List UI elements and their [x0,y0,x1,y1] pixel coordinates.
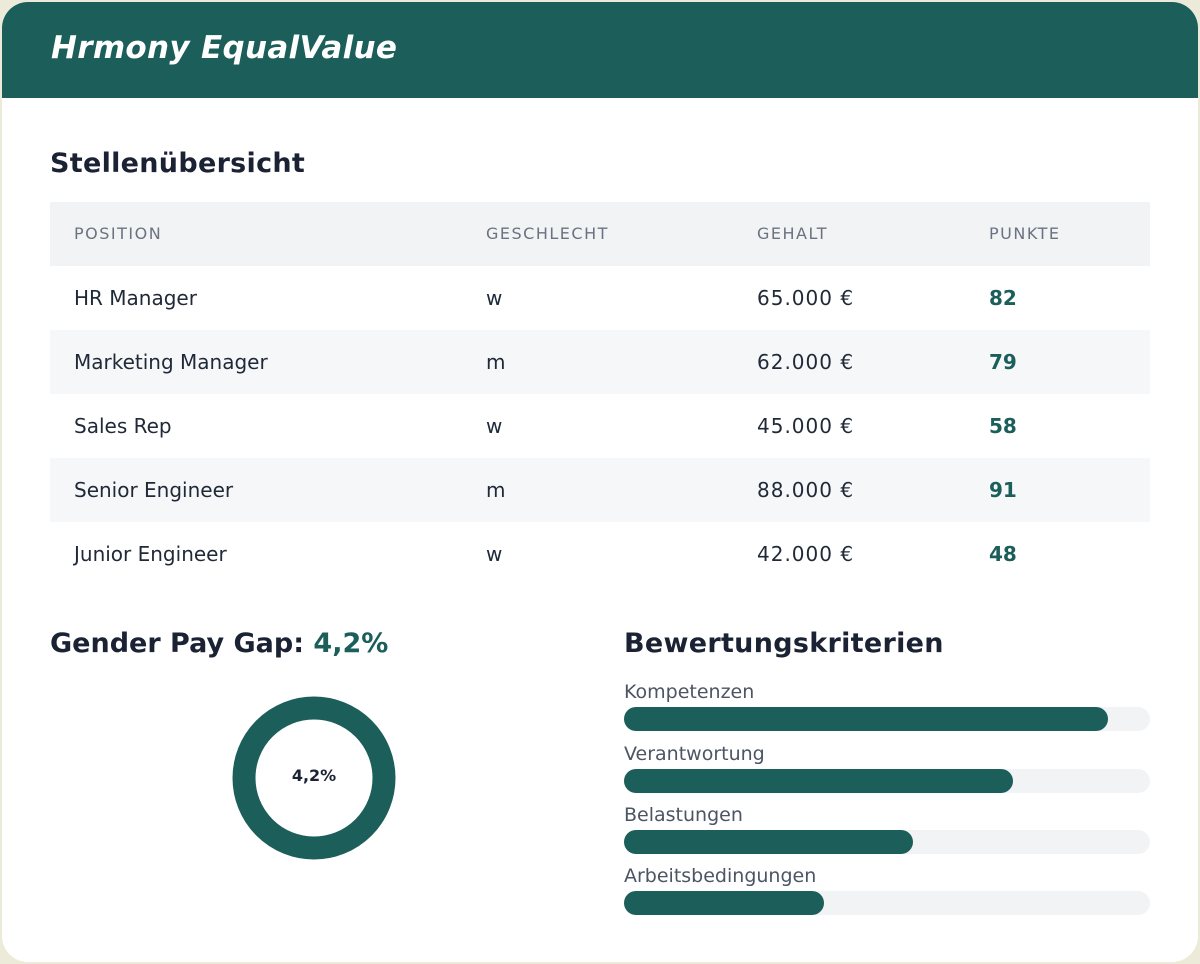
row-gender: m [486,478,506,502]
donut-center-label: 4,2% [291,766,337,785]
criterion-fill [624,707,1108,731]
pay-gap-donut [232,696,396,860]
row-gender: w [486,286,503,310]
overview-title: Stellenübersicht [50,148,306,179]
criterion-label: Arbeitsbedingungen [624,865,817,887]
row-points: 58 [989,414,1017,438]
row-position: Sales Rep [74,414,172,438]
row-salary: 88.000 € [757,478,855,502]
pay-gap-heading: Gender Pay Gap: 4,2% [50,628,388,659]
row-position: Senior Engineer [74,478,234,502]
table-row[interactable]: HR Manager w 65.000 € 82 [50,266,1150,330]
table-row[interactable]: Senior Engineer m 88.000 € 91 [50,458,1150,522]
criterion-fill [624,891,824,915]
criterion-belastungen: Belastungen [624,803,1150,854]
row-salary: 42.000 € [757,542,855,566]
row-salary: 62.000 € [757,350,855,374]
row-salary: 65.000 € [757,286,855,310]
criterion-fill [624,769,1014,793]
criterion-arbeitsbedingungen: Arbeitsbedingungen [624,864,1150,915]
criterion-verantwortung: Verantwortung [624,742,1150,793]
criterion-track [624,830,1150,854]
row-gender: w [486,414,503,438]
column-header-points[interactable]: PUNKTE [989,224,1061,243]
positions-table: POSITION GESCHLECHT GEHALT PUNKTE HR Man… [50,202,1150,586]
row-points: 91 [989,478,1017,502]
table-row[interactable]: Junior Engineer w 42.000 € 48 [50,522,1150,586]
donut-main-segment [232,696,396,860]
row-position: Junior Engineer [74,542,227,566]
row-points: 82 [989,286,1017,310]
criterion-fill [624,830,914,854]
criterion-label: Verantwortung [624,743,765,765]
table-row[interactable]: Marketing Manager m 62.000 € 79 [50,330,1150,394]
row-gender: m [486,350,506,374]
row-gender: w [486,542,503,566]
row-position: HR Manager [74,286,197,310]
criteria-title: Bewertungskriterien [624,628,944,659]
row-position: Marketing Manager [74,350,268,374]
criterion-track [624,769,1150,793]
criterion-kompetenzen: Kompetenzen [624,680,1150,731]
column-header-salary[interactable]: GEHALT [757,224,828,243]
row-salary: 45.000 € [757,414,855,438]
pay-gap-label: Gender Pay Gap: [50,628,305,659]
criterion-track [624,707,1150,731]
row-points: 79 [989,350,1017,374]
table-row[interactable]: Sales Rep w 45.000 € 58 [50,394,1150,458]
criterion-label: Belastungen [624,804,743,826]
column-header-gender[interactable]: GESCHLECHT [486,224,609,243]
app-title: Hrmony EqualValue [51,30,398,66]
header-bar: Hrmony EqualValue [2,2,1198,98]
criterion-label: Kompetenzen [624,681,755,703]
column-header-position[interactable]: POSITION [74,224,163,243]
table-header: POSITION GESCHLECHT GEHALT PUNKTE [50,202,1150,266]
pay-gap-value: 4,2% [313,628,389,659]
criterion-track [624,891,1150,915]
row-points: 48 [989,542,1017,566]
